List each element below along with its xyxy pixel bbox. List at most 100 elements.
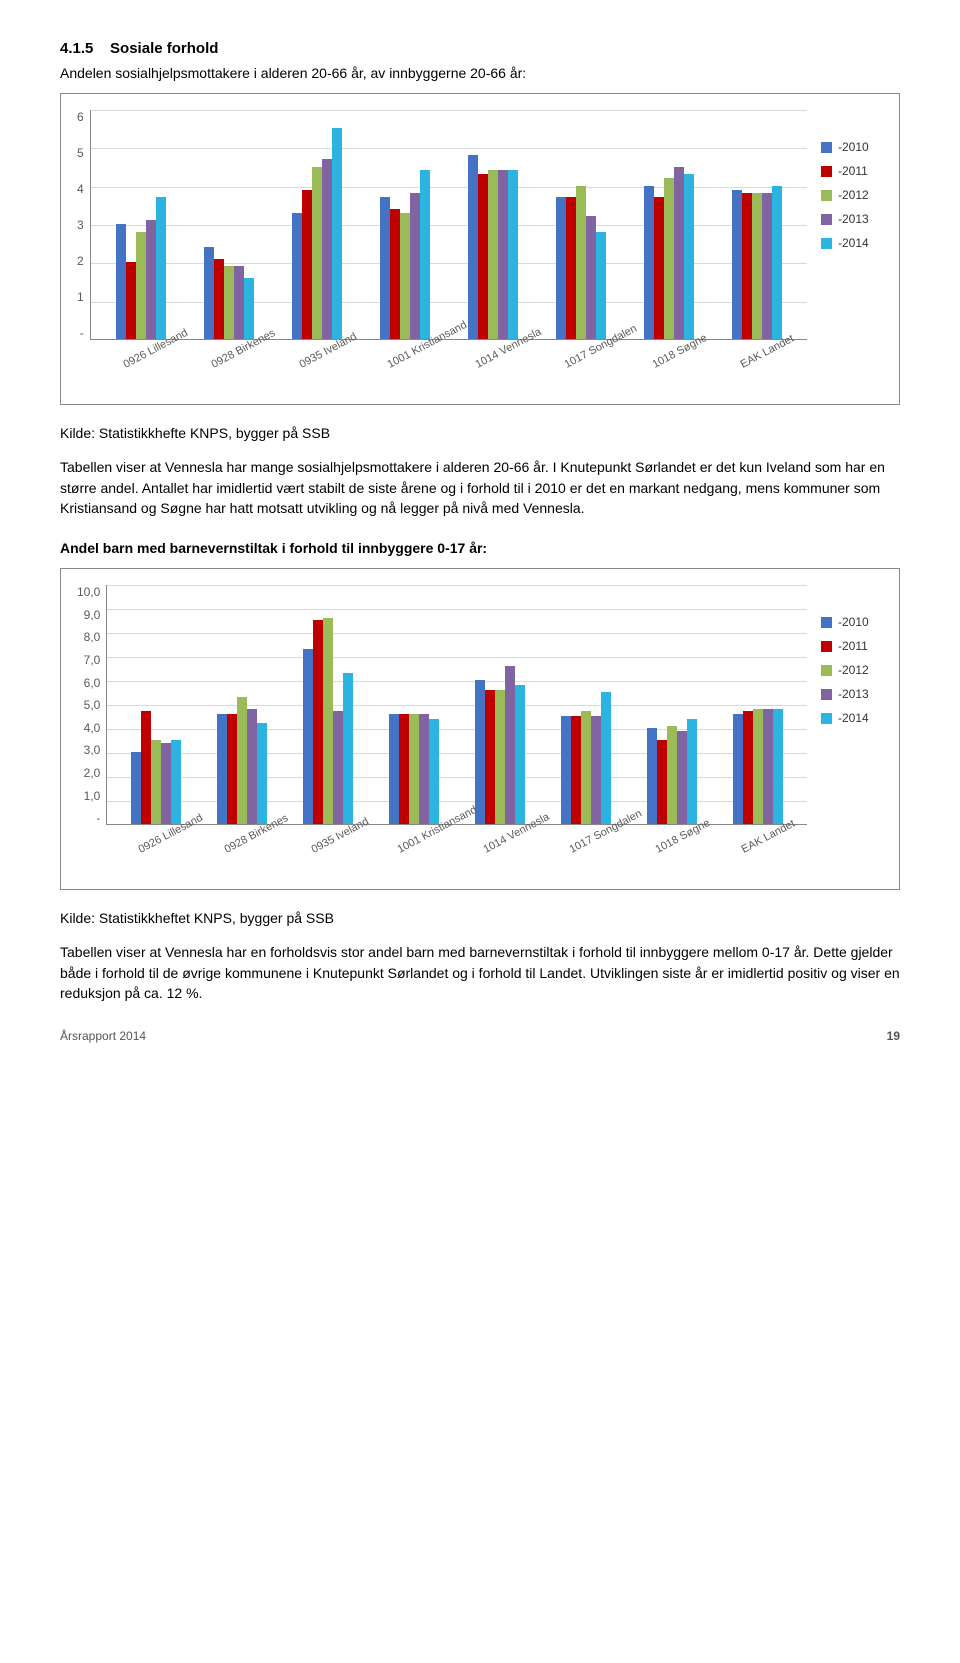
- y-tick-label: 4: [77, 182, 84, 196]
- bar-group: [561, 692, 611, 824]
- legend-label: -2011: [838, 639, 868, 653]
- bar: [581, 711, 591, 824]
- bar: [505, 666, 515, 824]
- bar: [732, 190, 742, 340]
- legend-item: -2014: [821, 711, 883, 725]
- bar: [556, 197, 566, 339]
- legend-swatch: [821, 214, 832, 225]
- y-tick-label: 2: [77, 254, 84, 268]
- legend-label: -2012: [838, 663, 869, 677]
- bar: [237, 697, 247, 824]
- bar: [591, 716, 601, 824]
- bar: [478, 174, 488, 339]
- y-tick-label: 10,0: [77, 585, 100, 599]
- legend-swatch: [821, 641, 832, 652]
- section-number: 4.1.5: [60, 40, 93, 57]
- y-tick-label: 5,0: [84, 698, 101, 712]
- bar: [647, 728, 657, 824]
- section-title: 4.1.5 Sosiale forhold: [60, 40, 900, 57]
- bar: [419, 714, 429, 824]
- chart1-subtitle: Andelen sosialhjelpsmottakere i alderen …: [60, 65, 900, 81]
- legend-item: -2012: [821, 188, 883, 202]
- bar-group: [644, 167, 694, 340]
- legend-item: -2010: [821, 615, 883, 629]
- bar: [667, 726, 677, 824]
- chart1-source: Kilde: Statistikkhefte KNPS, bygger på S…: [60, 423, 900, 443]
- y-tick-label: 7,0: [84, 653, 101, 667]
- legend-item: -2010: [821, 140, 883, 154]
- bar: [654, 197, 664, 339]
- bar: [141, 711, 151, 824]
- y-tick-label: 5: [77, 146, 84, 160]
- page-footer: Årsrapport 2014 19: [60, 1029, 900, 1043]
- paragraph1: Tabellen viser at Vennesla har mange sos…: [60, 457, 900, 518]
- bar: [561, 716, 571, 824]
- legend-swatch: [821, 142, 832, 153]
- legend-swatch: [821, 689, 832, 700]
- legend-label: -2010: [838, 140, 869, 154]
- paragraph2: Tabellen viser at Vennesla har en forhol…: [60, 942, 900, 1003]
- bar: [468, 155, 478, 339]
- y-tick-label: 3,0: [84, 743, 101, 757]
- chart2-plot: [106, 585, 807, 825]
- bar: [146, 220, 156, 339]
- bar-group: [732, 186, 782, 339]
- bar: [302, 190, 312, 340]
- bar: [475, 680, 485, 824]
- bar: [485, 690, 495, 824]
- bar-group: [468, 155, 518, 339]
- bar: [753, 709, 763, 824]
- y-tick-label: 1,0: [84, 789, 101, 803]
- bar: [217, 714, 227, 824]
- bar: [743, 711, 753, 824]
- y-tick-label: 3: [77, 218, 84, 232]
- legend-item: -2014: [821, 236, 883, 250]
- legend-swatch: [821, 190, 832, 201]
- chart1-legend: -2010 -2011 -2012 -2013 -2014: [807, 110, 883, 396]
- bar-group: [380, 170, 430, 339]
- legend-label: -2010: [838, 615, 869, 629]
- bar: [323, 618, 333, 824]
- chart2-source: Kilde: Statistikkheftet KNPS, bygger på …: [60, 908, 900, 928]
- bar: [488, 170, 498, 339]
- y-tick-label: 1: [77, 290, 84, 304]
- chart1-x-labels: 0926 Lillesand0928 Birkenes0935 Iveland1…: [90, 340, 807, 396]
- bar: [495, 690, 505, 824]
- chart1-plot: [90, 110, 807, 340]
- chart2-legend: -2010-2011-2012-2013-2014: [807, 585, 883, 881]
- bar: [684, 174, 694, 339]
- legend-label: -2014: [838, 711, 869, 725]
- bar: [292, 213, 302, 340]
- y-tick-label: -: [80, 326, 84, 340]
- legend-item: -2012: [821, 663, 883, 677]
- bar: [657, 740, 667, 824]
- bar: [664, 178, 674, 339]
- legend-swatch: [821, 713, 832, 724]
- legend-swatch: [821, 166, 832, 177]
- bar: [126, 262, 136, 339]
- y-tick-label: 6: [77, 110, 84, 124]
- legend-swatch: [821, 665, 832, 676]
- bar: [409, 714, 419, 824]
- bar: [762, 193, 772, 339]
- y-tick-label: 6,0: [84, 676, 101, 690]
- bar: [333, 711, 343, 824]
- bar: [131, 752, 141, 824]
- y-tick-label: 9,0: [84, 608, 101, 622]
- legend-item: -2011: [821, 164, 883, 178]
- bar-group: [217, 697, 267, 824]
- bar: [733, 714, 743, 824]
- legend-swatch: [821, 617, 832, 628]
- bar: [380, 197, 390, 339]
- section-heading: Sosiale forhold: [110, 40, 218, 57]
- bar: [586, 216, 596, 339]
- bar: [390, 209, 400, 339]
- legend-label: -2012: [838, 188, 869, 202]
- bar: [508, 170, 518, 339]
- legend-item: -2013: [821, 212, 883, 226]
- bar: [313, 620, 323, 824]
- bar-group: [475, 666, 525, 824]
- bar: [204, 247, 214, 339]
- bar: [224, 266, 234, 339]
- bar: [399, 714, 409, 824]
